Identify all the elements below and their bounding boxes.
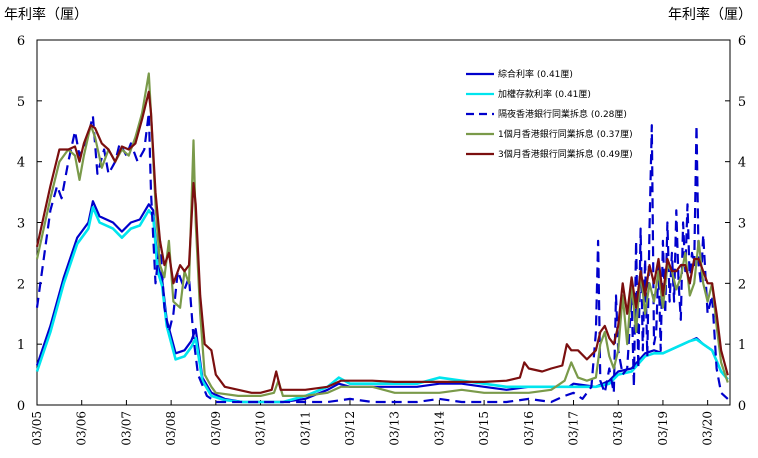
y-tick-label-left: 5 xyxy=(17,95,25,110)
y-tick-label-left: 3 xyxy=(17,217,25,232)
legend-label-3: 隔夜香港銀行同業拆息 (0.28厘) xyxy=(498,108,627,120)
x-tick-label: 03/10 xyxy=(254,411,268,446)
x-tick-label: 03/15 xyxy=(477,411,491,446)
y-tick-label-left: 1 xyxy=(17,338,25,353)
y-tick-label-right: 6 xyxy=(738,34,746,49)
series-line-4 xyxy=(35,72,729,397)
y-tick-label-right: 1 xyxy=(738,338,746,353)
y-tick-label-left: 0 xyxy=(17,399,25,414)
x-tick-label: 03/09 xyxy=(209,411,223,446)
y-tick-label-left: 6 xyxy=(17,34,25,49)
y-tick-label-right: 0 xyxy=(738,399,746,414)
x-tick-label: 03/20 xyxy=(701,411,715,446)
y-tick-label-right: 4 xyxy=(738,156,746,171)
series-line-5 xyxy=(35,90,729,394)
x-tick-label: 03/08 xyxy=(164,411,178,446)
legend-label-5: 3個月香港銀行同業拆息 (0.49厘) xyxy=(498,148,633,160)
y-tick-label-right: 5 xyxy=(738,95,746,110)
x-tick-label: 03/13 xyxy=(388,411,402,446)
x-tick-label: 03/11 xyxy=(298,411,312,446)
y-axis-title-left: 年利率（厘） xyxy=(4,7,88,23)
x-tick-label: 03/14 xyxy=(432,411,446,446)
x-tick-label: 03/12 xyxy=(343,411,357,446)
x-tick-label: 03/17 xyxy=(567,411,581,446)
x-tick-label: 03/18 xyxy=(611,411,625,446)
legend-label-4: 1個月香港銀行同業拆息 (0.37厘) xyxy=(498,128,633,140)
series-line-3 xyxy=(35,111,729,404)
x-tick-label: 03/05 xyxy=(30,411,44,446)
legend-label-2: 加權存款利率 (0.41厘) xyxy=(498,88,591,100)
x-tick-label: 03/07 xyxy=(119,411,133,446)
y-tick-label-left: 2 xyxy=(17,277,25,292)
x-tick-label: 03/06 xyxy=(75,411,89,446)
y-tick-label-right: 3 xyxy=(738,217,746,232)
series-line-2 xyxy=(35,206,729,404)
y-tick-label-left: 4 xyxy=(17,156,25,171)
x-tick-label: 03/19 xyxy=(656,411,670,446)
y-axis-title-right: 年利率（厘） xyxy=(668,7,752,23)
y-tick-label-right: 2 xyxy=(738,277,746,292)
legend-label-1: 綜合利率 (0.41厘) xyxy=(498,68,573,80)
x-tick-label: 03/16 xyxy=(522,411,536,446)
